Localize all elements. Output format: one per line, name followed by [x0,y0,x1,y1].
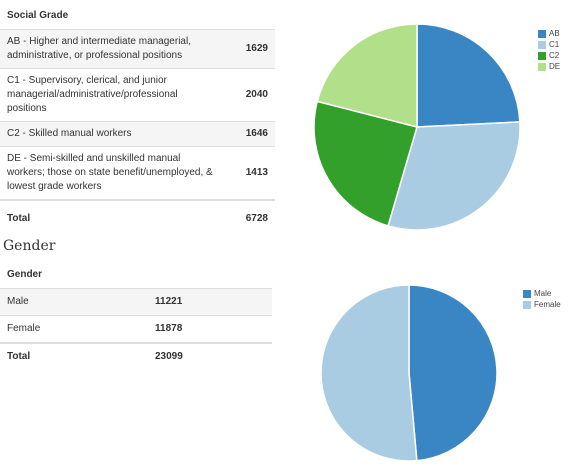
legend-label: C2 [549,51,560,60]
row-label: C1 - Supervisory, clerical, and junior m… [0,68,221,122]
row-value: 1646 [221,121,275,147]
legend-swatch [523,300,531,309]
legend-swatch [538,51,546,60]
table-row: Female 11878 [0,315,272,343]
social-grade-pie-chart [313,23,521,231]
pie-slice-de [316,23,418,128]
legend-swatch [538,62,546,71]
gender-section-title: Gender [3,238,56,254]
table-row: AB - Higher and intermediate managerial,… [0,29,275,69]
table-row: C2 - Skilled manual workers 1646 [0,121,275,147]
gender-pie-chart [320,284,498,462]
pie-slice-male [408,284,498,462]
row-label: C2 - Skilled manual workers [0,121,221,147]
total-row: Total 6728 [0,199,275,236]
row-label: Male [0,288,148,316]
total-value: 23099 [148,342,272,370]
row-label: DE - Semi-skilled and unskilled manual w… [0,146,221,200]
social-grade-table: Social Grade AB - Higher and intermediat… [0,3,275,236]
pie-slice-female [320,284,418,462]
total-label: Total [0,199,221,236]
row-value: 1629 [221,29,275,69]
table-row: DE - Semi-skilled and unskilled manual w… [0,146,275,200]
row-value: 2040 [221,68,275,122]
legend-item: Male [523,288,561,299]
row-label: Female [0,315,148,343]
gender-table: Gender Male 11221 Female 11878 Total 230… [0,262,272,370]
social-grade-table-header: Social Grade [7,10,69,21]
total-row: Total 23099 [0,342,272,370]
gender-table-header: Gender [7,269,43,280]
legend-label: Male [534,289,552,298]
legend-label: Female [534,300,561,309]
legend-item: Female [523,299,561,310]
gender-legend: Male Female [523,288,561,310]
legend-item: AB [538,28,560,39]
row-label: AB - Higher and intermediate managerial,… [0,29,221,69]
pie-slice-c2 [313,100,418,227]
legend-item: C2 [538,50,560,61]
total-value: 6728 [221,199,275,236]
pie-slice-ab [416,23,521,128]
row-value: 1413 [221,146,275,200]
table-row: C1 - Supervisory, clerical, and junior m… [0,68,275,122]
row-value: 11221 [148,288,272,316]
pie-slice-c1 [387,121,521,231]
legend-swatch [523,289,531,298]
legend-item: C1 [538,39,560,50]
table-row: Male 11221 [0,288,272,316]
legend-item: DE [538,61,560,72]
legend-label: DE [549,62,561,71]
social-grade-legend: AB C1 C2 DE [538,28,560,72]
legend-label: C1 [549,40,560,49]
legend-swatch [538,40,546,49]
total-label: Total [0,342,148,370]
legend-swatch [538,29,546,38]
row-value: 11878 [148,315,272,343]
legend-label: AB [549,29,560,38]
